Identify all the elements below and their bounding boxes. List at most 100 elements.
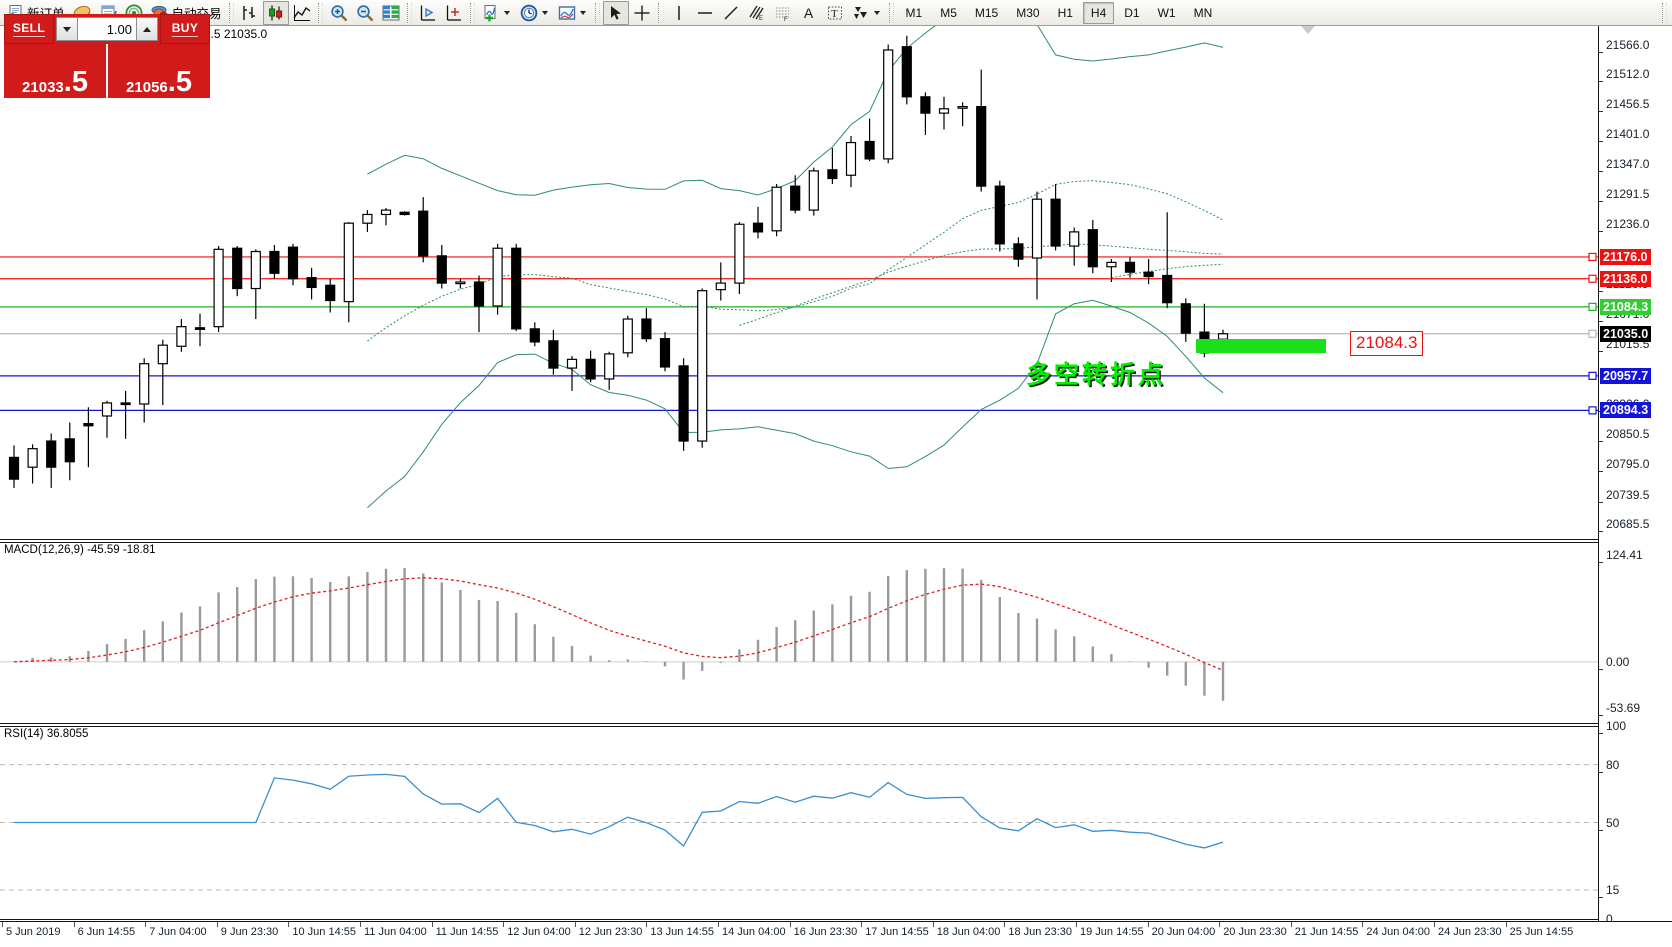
price-callout-box[interactable]: 21084.3 <box>1350 331 1424 356</box>
toolbar-separator <box>469 2 475 23</box>
candle <box>492 243 503 315</box>
price-axis-tick: 21401.0 <box>1599 127 1649 148</box>
vertical-line-icon <box>670 4 688 22</box>
volume-input[interactable]: 1.00 <box>78 17 136 41</box>
candle <box>585 350 596 383</box>
price-level-tag[interactable]: 21084.3 <box>1600 298 1652 315</box>
chart-annotation-text[interactable]: 多空转折点 <box>1026 360 1167 389</box>
timeframe-m30[interactable]: M30 <box>1016 5 1040 20</box>
candle <box>27 444 38 484</box>
time-axis-tick: 18 Jun 04:00 <box>932 922 1001 938</box>
equidistant-channel-tool-button[interactable]: E <box>744 1 770 25</box>
volume-stepper[interactable]: 1.00 <box>54 14 160 44</box>
sell-button[interactable]: SELL <box>4 14 54 44</box>
volume-decrement-button[interactable] <box>56 17 78 41</box>
timeframe-mn[interactable]: MN <box>1193 5 1213 20</box>
highlight-rectangle[interactable] <box>1196 339 1326 353</box>
timeframe-m1[interactable]: M1 <box>905 5 923 20</box>
volume-increment-button[interactable] <box>136 17 158 41</box>
candle <box>269 244 280 279</box>
candle-body <box>380 209 392 216</box>
buy-button[interactable]: BUY <box>160 14 210 44</box>
trendline-icon <box>722 4 740 22</box>
line-chart-button[interactable] <box>289 1 315 25</box>
crosshair-tool-button[interactable] <box>629 1 655 25</box>
candle <box>511 243 522 332</box>
auto-scroll-button[interactable] <box>415 1 441 25</box>
timeframe-d1[interactable]: D1 <box>1124 5 1140 20</box>
rsi-line <box>14 773 1224 849</box>
price-level-tag[interactable]: 21035.0 <box>1600 325 1652 342</box>
templates-button[interactable] <box>554 1 592 25</box>
candle <box>194 313 206 347</box>
candle-body <box>120 402 131 406</box>
time-axis[interactable]: 5 Jun 2019 6 Jun 14:55 7 Jun 04:00 9 Jun 23… <box>0 921 1672 947</box>
period-button[interactable] <box>516 1 554 25</box>
price-axis[interactable]: 21566.0 21512.0 21456.5 21401.0 21347.0 21291… <box>1598 26 1672 927</box>
expert-advisor-icon <box>151 4 169 22</box>
price-level-tag[interactable]: 20894.3 <box>1600 402 1652 419</box>
price-level-tag[interactable]: 21176.0 <box>1600 248 1651 265</box>
vertical-line-tool-button[interactable] <box>666 1 692 25</box>
bar-chart-button[interactable] <box>237 1 263 25</box>
zoom-in-button[interactable] <box>326 1 352 25</box>
candle-body <box>287 246 299 280</box>
candle <box>436 244 447 289</box>
buy-price-button[interactable]: 21056 .5 <box>108 44 210 98</box>
data-grid-button[interactable] <box>378 1 404 25</box>
price-pane[interactable] <box>0 26 1598 538</box>
timeframe-h4[interactable]: H4 <box>1082 1 1115 24</box>
macd-axis-tick-label: 0.00 <box>1606 654 1630 669</box>
time-axis-tick: 12 Jun 23:30 <box>574 922 643 938</box>
level-handle[interactable] <box>1588 274 1597 283</box>
price-level-tag[interactable]: 21136.0 <box>1600 270 1651 287</box>
chart-shift-marker[interactable] <box>1301 26 1315 34</box>
candle-body <box>399 211 410 216</box>
candle-body <box>808 170 819 211</box>
horizontal-line-tool-button[interactable] <box>692 1 718 25</box>
level-handle[interactable] <box>1588 302 1597 311</box>
one-click-trading-panel[interactable]: SELL 1.00 BUY 21033 .5 21056 .5 <box>4 14 210 98</box>
shapes-tool-button[interactable] <box>848 1 886 25</box>
chevron-down-icon[interactable] <box>579 3 588 23</box>
price-level-tag[interactable]: 20957.7 <box>1600 367 1652 384</box>
candle <box>8 445 20 488</box>
fibonacci-tool-button[interactable]: F <box>770 1 796 25</box>
level-handle[interactable] <box>1588 406 1597 415</box>
candle <box>845 136 857 188</box>
macd-pane[interactable] <box>0 542 1598 726</box>
candle <box>957 102 968 127</box>
timeframe-w1[interactable]: W1 <box>1157 5 1176 20</box>
time-axis-tick: 20 Jun 23:30 <box>1219 922 1287 938</box>
time-axis-tick: 20 Jun 04:00 <box>1147 922 1216 938</box>
candle-body <box>511 247 522 330</box>
text-tool-button[interactable]: A <box>796 1 822 25</box>
text-label-tool-button[interactable]: T <box>822 1 848 25</box>
trendline-tool-button[interactable] <box>718 1 744 25</box>
level-handle[interactable] <box>1588 252 1597 262</box>
timeframe-h1[interactable]: H1 <box>1057 5 1073 20</box>
level-handle[interactable] <box>1588 371 1597 380</box>
chart-area[interactable]: JPN225-,H4 21025.0 21042.5 21012.5 21035… <box>0 26 1672 947</box>
candle-body <box>1069 231 1080 247</box>
rsi-axis-tick-label: 0 <box>1606 912 1613 926</box>
toolbar-separator <box>1662 2 1667 23</box>
chevron-down-icon[interactable] <box>873 3 882 23</box>
candle-body <box>176 326 187 347</box>
toolbar-separator <box>594 2 600 23</box>
timeframe-m5[interactable]: M5 <box>940 5 957 20</box>
candle <box>380 207 392 226</box>
indicators-button[interactable] <box>478 1 516 25</box>
zoom-out-button[interactable] <box>352 1 378 25</box>
chevron-down-icon[interactable] <box>541 3 550 23</box>
candle-body <box>139 363 150 405</box>
chart-shift-button[interactable] <box>441 1 467 25</box>
level-handle[interactable] <box>1588 329 1597 338</box>
candlestick-chart-button[interactable] <box>262 0 289 25</box>
sell-price-button[interactable]: 21033 .5 <box>4 44 106 98</box>
rsi-pane[interactable] <box>0 726 1598 921</box>
cursor-tool-button[interactable] <box>602 0 629 25</box>
candle-body <box>678 365 689 442</box>
timeframe-m15[interactable]: M15 <box>974 5 999 20</box>
chevron-down-icon[interactable] <box>503 3 512 23</box>
